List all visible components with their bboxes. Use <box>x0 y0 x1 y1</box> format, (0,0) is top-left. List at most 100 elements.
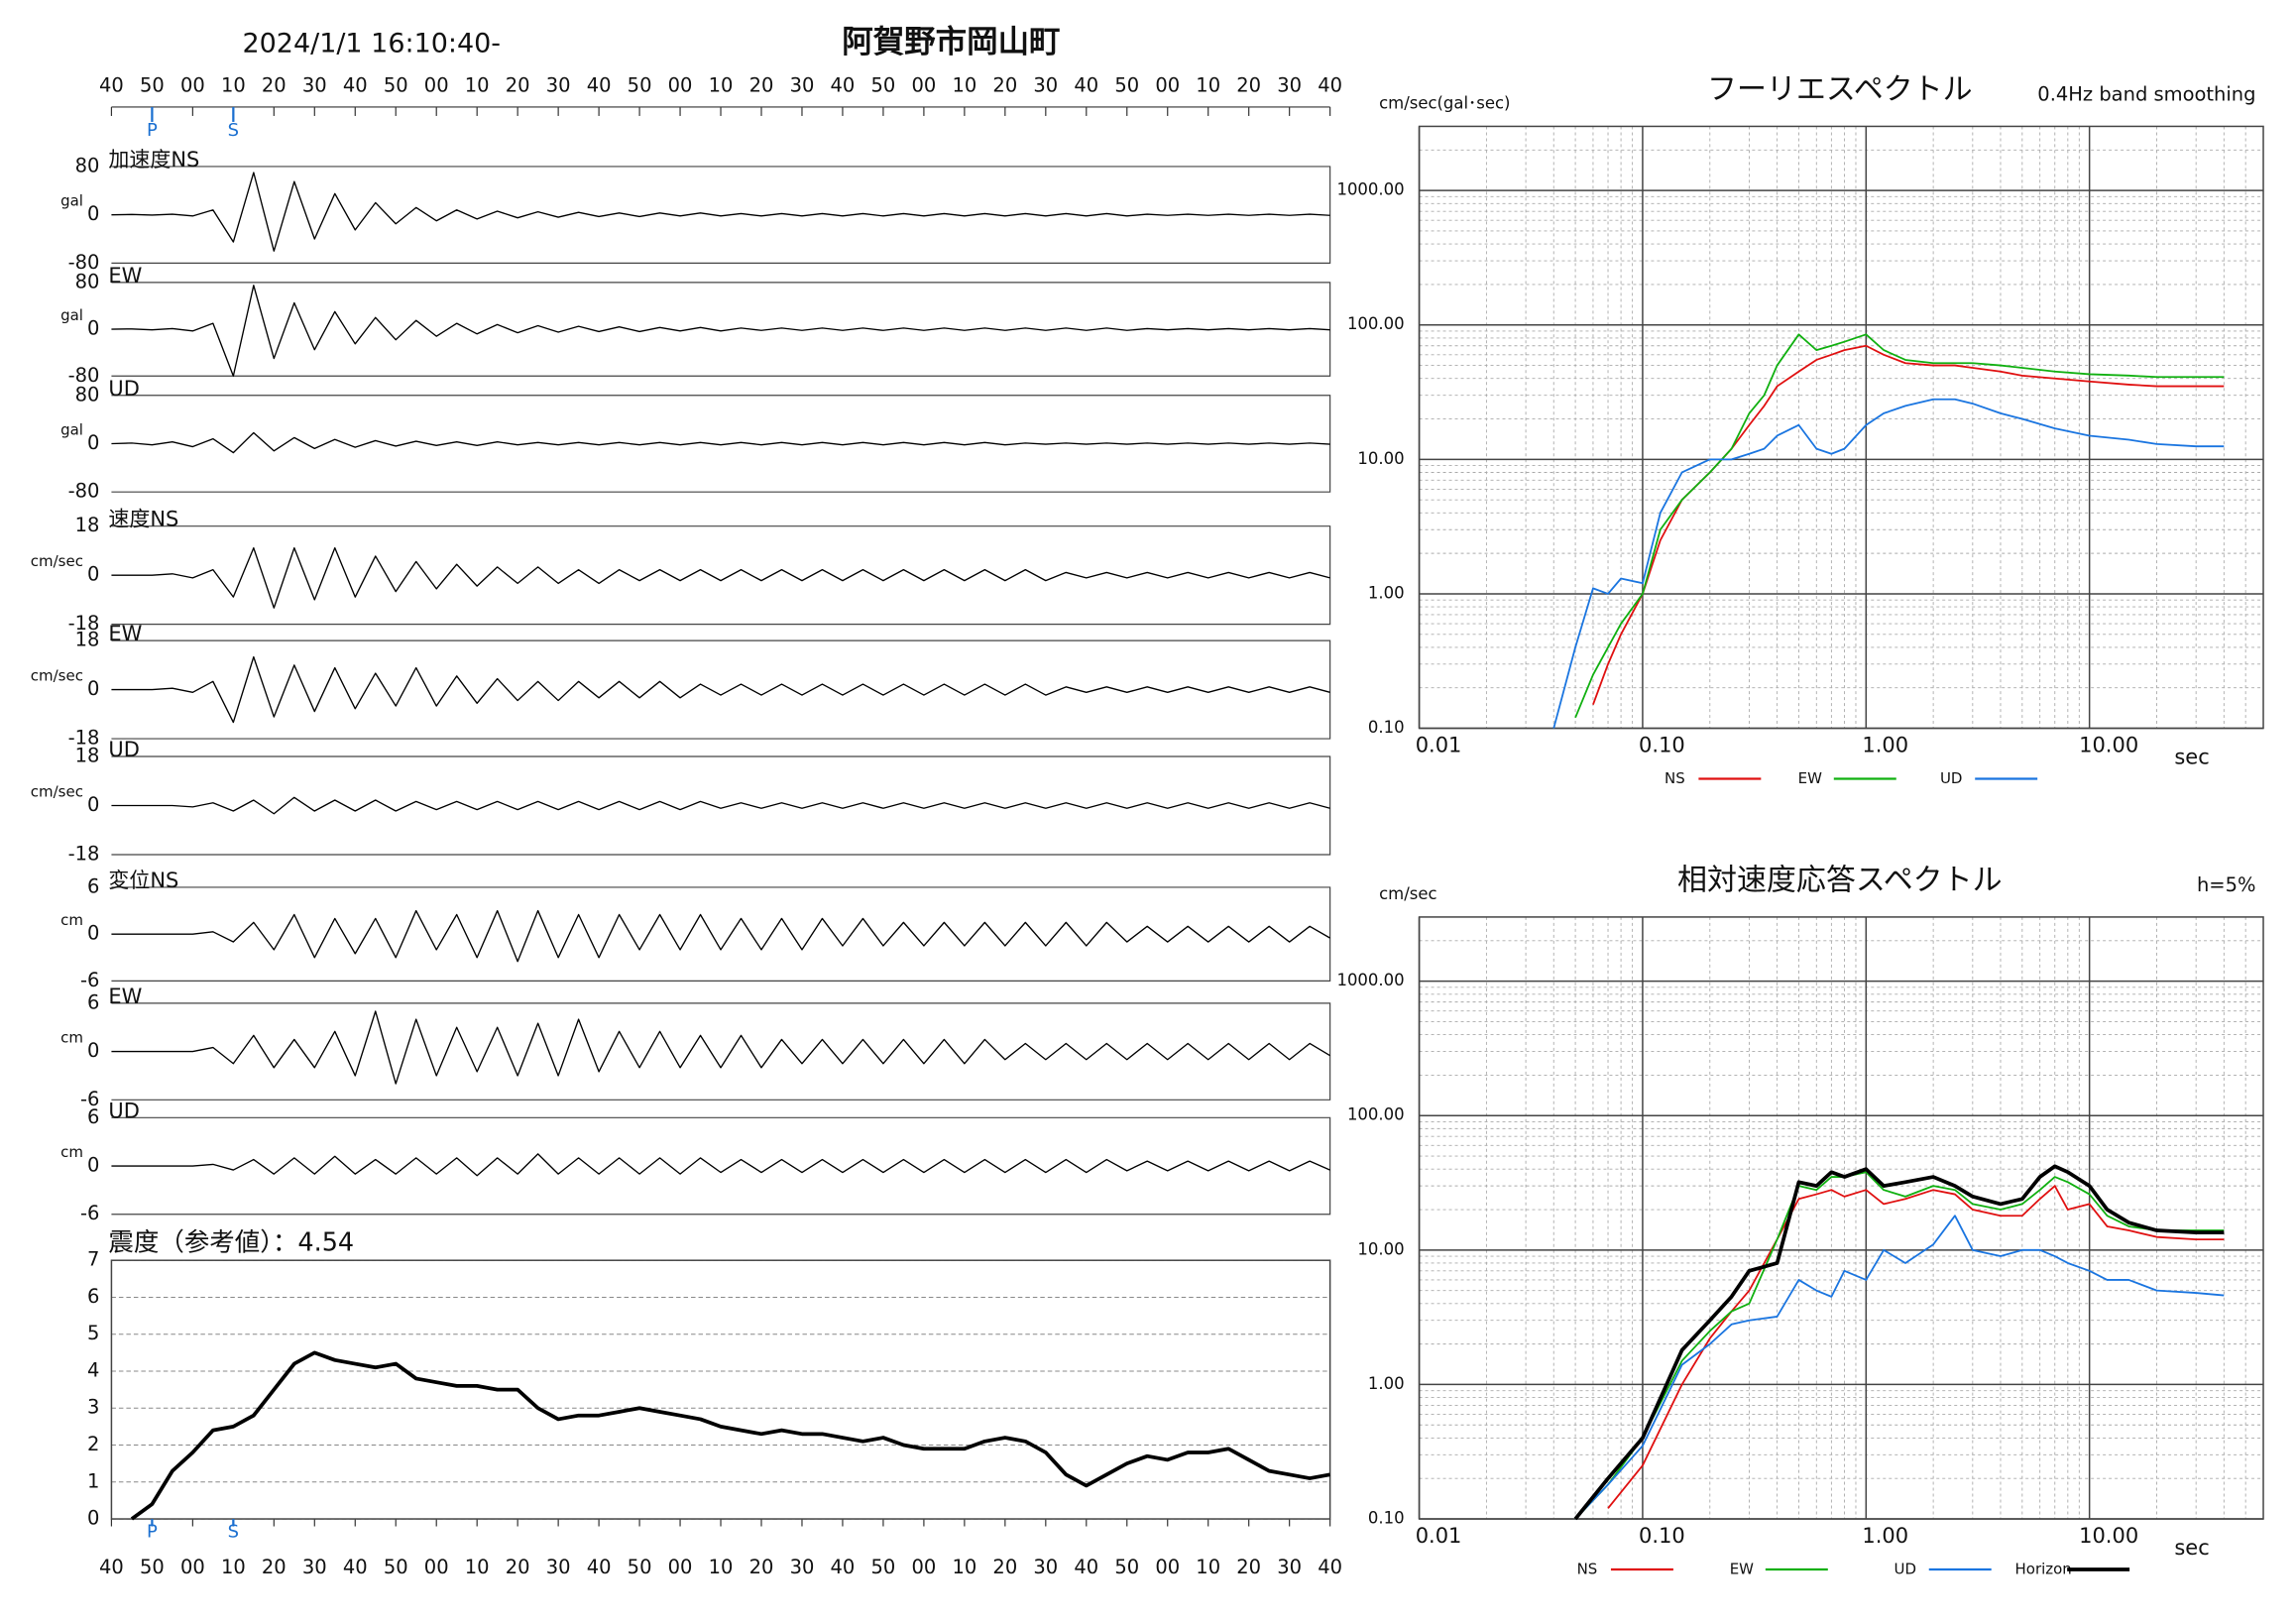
y-tick-label: 80 <box>75 383 100 406</box>
x-tick-label: 20 <box>262 1556 287 1578</box>
phase-label: S <box>228 120 239 141</box>
series-line <box>1552 398 2225 729</box>
panel-title: 加速度NS <box>108 148 199 172</box>
x-tick-label: 50 <box>871 1556 896 1578</box>
y-tick-label: -80 <box>68 480 100 503</box>
chart-subtitle: 0.4Hz band smoothing <box>2037 82 2255 105</box>
x-tick-label: 20 <box>992 73 1017 96</box>
y-tick-label: 4 <box>87 1358 99 1381</box>
x-tick-label: 20 <box>262 73 287 96</box>
chart-title: フーリエスペクトル <box>1707 72 1973 107</box>
x-tick-label: 0.01 <box>1416 734 1462 757</box>
unit-label: gal <box>60 420 83 438</box>
phase-label: P <box>147 1522 158 1543</box>
x-tick-label: 10 <box>465 1556 490 1578</box>
x-tick-label: 20 <box>992 1556 1017 1578</box>
panel-title: 速度NS <box>108 508 178 531</box>
x-tick-label: 1.00 <box>1862 734 1908 757</box>
x-tick-label: 10.00 <box>2079 1524 2138 1548</box>
y-axis-label: cm/sec(gal･sec) <box>1379 93 1510 112</box>
x-tick-label: 10 <box>709 73 734 96</box>
y-tick-label: 0 <box>87 1154 99 1177</box>
x-tick-label: 50 <box>1114 73 1139 96</box>
y-tick-label: 6 <box>87 1105 99 1128</box>
unit-label: cm/sec <box>31 667 83 685</box>
x-tick-label: 1.00 <box>1862 1524 1908 1548</box>
x-tick-label: 00 <box>180 73 205 96</box>
plot-frame <box>110 1259 1331 1520</box>
panel-frame <box>111 755 1331 856</box>
unit-label: cm/sec <box>31 783 83 801</box>
y-tick-label: 1.00 <box>1368 1374 1405 1393</box>
plot-frame <box>1418 125 2264 730</box>
waveform <box>111 547 1330 609</box>
waveform <box>111 796 1330 815</box>
y-tick-label: 0 <box>87 563 99 586</box>
panel-title: UD <box>108 1099 140 1122</box>
y-tick-label: -18 <box>68 727 100 750</box>
x-tick-label: 40 <box>99 73 124 96</box>
x-tick-label: 30 <box>790 1556 815 1578</box>
legend-label: NS <box>1577 1561 1598 1578</box>
legend-label: UD <box>1894 1561 1916 1578</box>
phase-label: S <box>228 1522 239 1543</box>
x-tick-label: 40 <box>1318 73 1342 96</box>
legend-label: EW <box>1798 769 1822 787</box>
y-tick-label: 5 <box>87 1322 99 1344</box>
x-tick-label: 00 <box>1155 1556 1180 1578</box>
y-tick-label: 1000.00 <box>1336 971 1404 989</box>
plot-frame <box>1418 916 2264 1520</box>
x-tick-label: 50 <box>384 1556 408 1578</box>
y-tick-label: 18 <box>75 629 100 651</box>
x-tick-label: 50 <box>628 1556 652 1578</box>
y-tick-label: -6 <box>80 969 99 991</box>
x-tick-label: 20 <box>749 1556 774 1578</box>
y-tick-label: 0 <box>87 317 99 340</box>
x-tick-label: 50 <box>628 73 652 96</box>
series-line <box>1592 344 2225 705</box>
panel-title: UD <box>108 377 140 401</box>
y-tick-label: 0 <box>87 431 99 454</box>
series-line <box>1574 1215 2225 1520</box>
series-line <box>1574 1171 2225 1520</box>
y-tick-label: 6 <box>87 1285 99 1308</box>
x-tick-label: 00 <box>668 1556 693 1578</box>
x-tick-label: 30 <box>546 73 571 96</box>
y-tick-label: 3 <box>87 1396 99 1419</box>
x-tick-label: 10 <box>1196 1556 1220 1578</box>
x-tick-label: 30 <box>1033 1556 1058 1578</box>
y-tick-label: 0.10 <box>1368 718 1405 737</box>
legend-label: EW <box>1730 1561 1754 1578</box>
panel-title: 変位NS <box>108 869 178 892</box>
series-line <box>1573 1164 2225 1521</box>
x-tick-label: 20 <box>1236 1556 1261 1578</box>
x-tick-label: 40 <box>831 1556 856 1578</box>
y-tick-label: 0 <box>87 1039 99 1062</box>
x-tick-label: 10 <box>952 73 976 96</box>
x-tick-label: 00 <box>912 73 937 96</box>
y-tick-label: 0 <box>87 677 99 700</box>
y-tick-label: 1 <box>87 1469 99 1492</box>
panel-title: EW <box>108 985 142 1008</box>
y-tick-label: 80 <box>75 270 100 292</box>
y-tick-label: 0 <box>87 1507 99 1530</box>
chart-title: 相対速度応答スペクトル <box>1677 863 2003 897</box>
unit-label: gal <box>60 306 83 324</box>
x-tick-label: 30 <box>790 73 815 96</box>
x-tick-label: 40 <box>587 73 612 96</box>
x-tick-label: 40 <box>343 73 368 96</box>
y-tick-label: -80 <box>68 251 100 274</box>
y-axis-label: cm/sec <box>1379 884 1436 903</box>
x-tick-label: 30 <box>302 73 327 96</box>
x-tick-label: 20 <box>506 1556 530 1578</box>
y-tick-label: 10.00 <box>1357 1239 1404 1258</box>
y-tick-label: 6 <box>87 990 99 1013</box>
y-tick-label: 1000.00 <box>1336 180 1404 199</box>
y-tick-label: 100.00 <box>1347 314 1405 333</box>
x-tick-label: 40 <box>1074 1556 1098 1578</box>
x-tick-label: 20 <box>749 73 774 96</box>
y-tick-label: 7 <box>87 1248 99 1271</box>
x-tick-label: 40 <box>99 1556 124 1578</box>
